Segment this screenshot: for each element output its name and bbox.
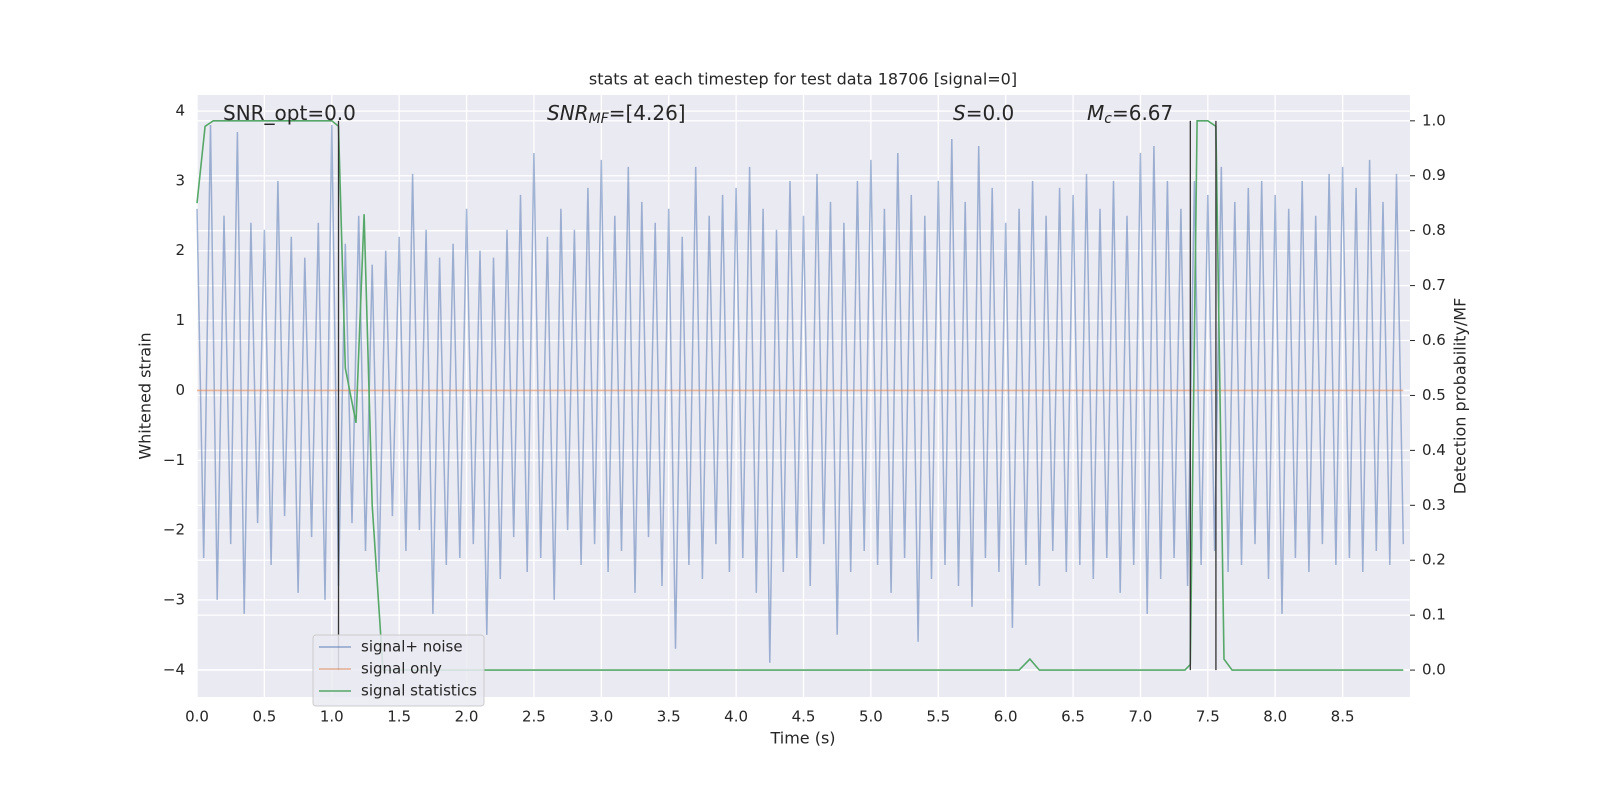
y-axis-label: Whitened strain [136,332,155,459]
y-tick-label: −3 [163,590,185,608]
y-tick-label: 3 [175,171,185,189]
y-tick-label: 4 [175,102,185,120]
annotation: SNR_opt=0.0 [223,101,356,125]
x-tick-label: 4.5 [792,708,816,726]
y-tick-label: −2 [163,521,185,539]
annotation: SNRMF=[4.26] [547,101,686,128]
x-tick-label: 2.0 [455,708,479,726]
x-tick-label: 7.5 [1196,708,1220,726]
y-tick-label: 2 [175,241,185,259]
y2-tick-label: 0.4 [1422,441,1446,459]
x-tick-label: 5.0 [859,708,883,726]
annotation-text: =6.67 [1112,101,1173,125]
legend-label: signal only [361,660,442,678]
y2-tick-label: 0.1 [1422,606,1446,624]
annotation-text: =[4.26] [609,101,686,125]
y2-tick-label: 0.8 [1422,221,1446,239]
x-tick-label: 0.5 [252,708,276,726]
y-tick-label: 1 [175,311,185,329]
x-tick-label: 6.0 [994,708,1018,726]
x-tick-label: 2.5 [522,708,546,726]
y2-tick-label: 0.6 [1422,331,1446,349]
annotation-text: =0.0 [966,101,1015,125]
annotation-sub: c [1104,111,1112,127]
x-tick-label: 8.0 [1263,708,1287,726]
y-tick-label: 0 [175,381,185,399]
annotation: S=0.0 [953,101,1014,125]
y2-tick-label: 0.2 [1422,551,1446,569]
x-tick-label: 3.0 [589,708,613,726]
y2-tick-label: 0.7 [1422,276,1446,294]
annotation-sub: MF [589,111,610,127]
x-tick-label: 5.5 [926,708,950,726]
annotation-base: M [1087,101,1104,125]
y-tick-label: −1 [163,451,185,469]
x-tick-label: 6.5 [1061,708,1085,726]
x-tick-label: 4.0 [724,708,748,726]
x-tick-label: 0.0 [185,708,209,726]
y2-tick-label: 1.0 [1422,111,1446,129]
annotation-base: S [953,101,966,125]
y2-tick-label: 0.0 [1422,661,1446,679]
y2-tick-label: 0.3 [1422,496,1446,514]
annotation-base: SNR [547,101,589,125]
y2-tick-label: 0.5 [1422,386,1446,404]
series-line [196,124,1405,663]
series-line [196,120,1404,671]
annotation-text: SNR_opt=0.0 [223,101,356,125]
x-tick-label: 3.5 [657,708,681,726]
y-tick-label: −4 [163,660,185,678]
x-tick-label: 1.0 [320,708,344,726]
chart-title: stats at each timestep for test data 187… [589,70,1017,89]
annotation: Mc=6.67 [1087,101,1173,128]
y2-axis-label: Detection probability/MF [1451,298,1470,495]
x-tick-label: 1.5 [387,708,411,726]
legend-label: signal statistics [361,682,477,700]
x-axis-label: Time (s) [769,729,835,748]
x-tick-label: 8.5 [1331,708,1355,726]
legend-box [312,634,485,707]
x-tick-label: 7.0 [1129,708,1153,726]
y2-tick-label: 0.9 [1422,166,1446,184]
legend-label: signal+ noise [361,638,463,656]
